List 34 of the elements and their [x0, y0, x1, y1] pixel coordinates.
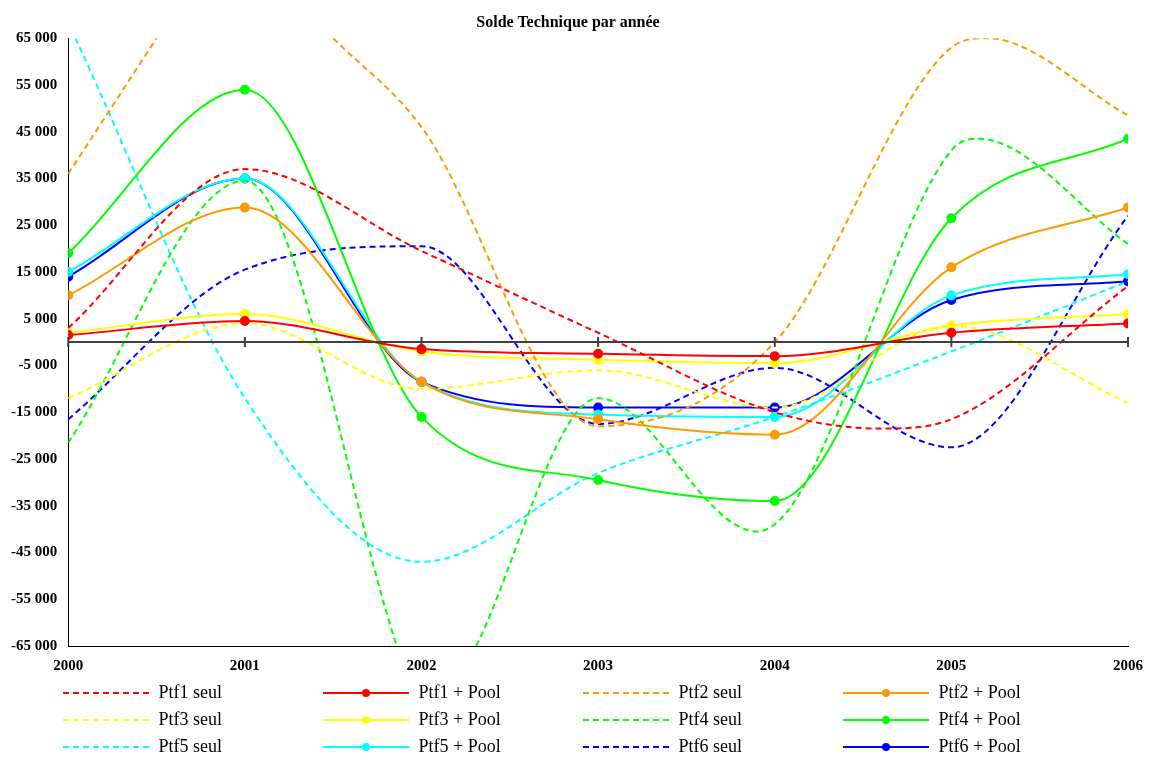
x-tick-label: 2006 — [1113, 656, 1144, 673]
y-tick-label: -15 000 — [11, 403, 58, 420]
y-tick-label: 25 000 — [16, 216, 58, 233]
legend-label: Ptf4 seul — [678, 709, 743, 730]
legend-label: Ptf3 + Pool — [418, 709, 501, 730]
y-tick-label: -35 000 — [11, 496, 58, 513]
x-tick-label: 2003 — [583, 656, 614, 673]
y-tick-label: -5 000 — [18, 356, 58, 373]
legend-label: Ptf4 + Pool — [938, 709, 1021, 730]
legend-label: Ptf2 seul — [678, 682, 743, 703]
x-tick-label: 2005 — [936, 656, 967, 673]
y-tick-label: -65 000 — [11, 636, 58, 653]
y-tick-label: 5 000 — [23, 309, 58, 326]
x-tick-label: 2000 — [53, 656, 84, 673]
legend-label: Ptf3 seul — [158, 709, 223, 730]
legend-label: Ptf1 seul — [158, 682, 223, 703]
y-tick-label: -45 000 — [11, 543, 58, 560]
y-tick-label: 55 000 — [16, 75, 58, 92]
x-tick-label: 2001 — [229, 656, 260, 673]
y-tick-label: 15 000 — [16, 262, 58, 279]
legend-label: Ptf6 seul — [678, 736, 743, 757]
y-tick-label: -25 000 — [11, 449, 58, 466]
x-tick-label: 2002 — [406, 656, 437, 673]
legend-label: Ptf6 + Pool — [938, 736, 1021, 757]
legend-label: Ptf1 + Pool — [418, 682, 501, 703]
legend-label: Ptf2 + Pool — [938, 682, 1021, 703]
y-tick-label: 45 000 — [16, 122, 58, 139]
chart-title: Solde Technique par année — [476, 12, 660, 31]
legend-label: Ptf5 seul — [158, 736, 223, 757]
y-tick-label: 65 000 — [16, 29, 58, 46]
y-tick-label: -55 000 — [11, 590, 58, 607]
x-tick-label: 2004 — [759, 656, 791, 673]
y-tick-label: 35 000 — [16, 169, 58, 186]
legend-label: Ptf5 + Pool — [418, 736, 501, 757]
